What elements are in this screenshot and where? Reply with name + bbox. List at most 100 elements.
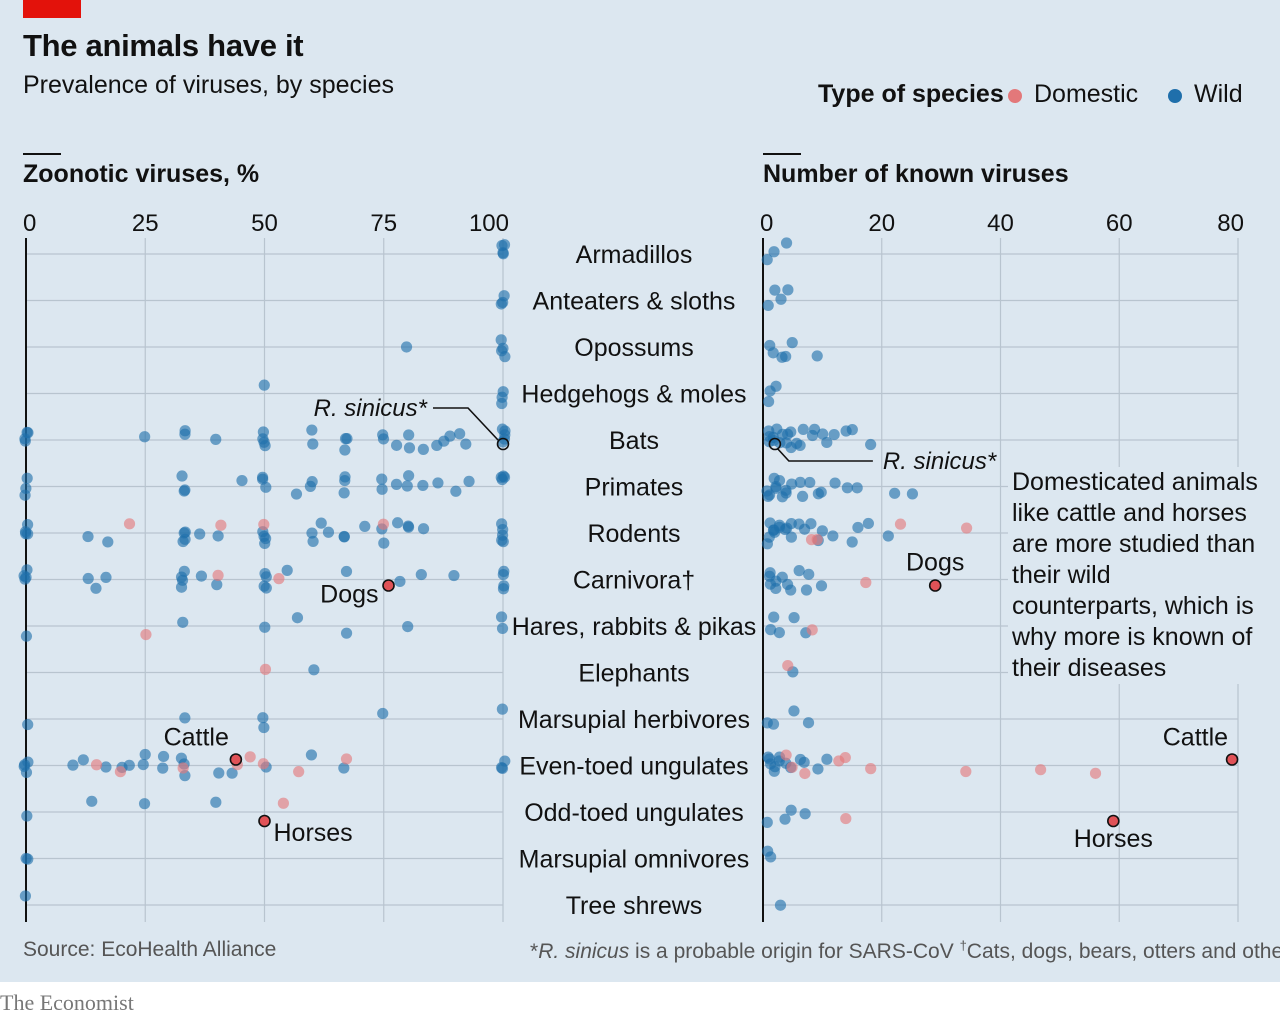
highlight-point	[1107, 814, 1120, 828]
domestic-species-dot	[806, 624, 818, 636]
wild-species-dot	[315, 517, 327, 529]
domestic-species-dot	[140, 628, 152, 641]
domestic-species-dot	[960, 765, 972, 778]
wild-species-dot	[454, 428, 466, 440]
highlight-point	[258, 814, 271, 828]
legend-domestic-label: Domestic	[1034, 80, 1139, 108]
wild-species-dot	[377, 707, 389, 720]
wild-species-dot	[765, 624, 777, 636]
category-label: Bats	[609, 427, 659, 455]
wild-species-dot	[392, 517, 404, 529]
category-label: Odd-toed ungulates	[524, 799, 744, 827]
wild-species-dot	[19, 489, 31, 501]
wild-species-dot	[827, 530, 839, 542]
wild-species-dot	[498, 580, 510, 592]
x-tick-label: 50	[251, 210, 278, 237]
category-label: Armadillos	[576, 241, 693, 269]
highlight-point	[496, 437, 510, 451]
wild-species-dot	[290, 488, 303, 500]
wild-species-dot	[77, 754, 89, 766]
wild-species-dot	[812, 763, 824, 775]
wild-species-dot	[86, 795, 98, 807]
legend-wild-label: Wild	[1194, 80, 1243, 108]
wild-species-dot	[403, 429, 415, 441]
wild-species-dot	[775, 293, 787, 305]
highlight-label: Horses	[1074, 825, 1153, 853]
legend-title: Type of species	[818, 80, 1004, 108]
wild-species-dot	[761, 816, 773, 828]
wild-species-dot	[21, 519, 34, 531]
domestic-species-dot	[799, 767, 811, 780]
wild-species-dot	[852, 521, 864, 534]
x-tick-label: 40	[987, 210, 1014, 237]
domestic-species-dot	[377, 518, 390, 530]
wild-species-dot	[139, 431, 151, 443]
wild-species-dot	[791, 437, 803, 449]
wild-species-dot	[786, 337, 798, 349]
wild-species-dot	[415, 568, 427, 581]
x-tick-label: 75	[370, 210, 397, 237]
wild-species-dot	[139, 748, 151, 761]
x-tick-label: 0	[760, 210, 773, 237]
x-tick-label: 60	[1106, 210, 1133, 237]
wild-species-dot	[378, 537, 390, 549]
wild-species-dot	[444, 430, 456, 442]
wild-species-dot	[257, 433, 269, 445]
wild-species-dot	[210, 796, 222, 808]
wild-species-dot	[20, 528, 32, 540]
wild-species-dot	[496, 391, 508, 403]
wild-species-dot	[780, 350, 792, 363]
highlight-point	[1225, 753, 1239, 766]
economist-logo: The Economist	[0, 990, 134, 1015]
wild-species-dot	[786, 478, 798, 490]
domestic-species-dot	[839, 751, 851, 764]
wild-species-dot	[497, 536, 509, 548]
wild-species-dot	[780, 237, 793, 249]
category-label: Hares, rabbits & pikas	[512, 613, 757, 641]
wild-species-dot	[767, 347, 779, 359]
highlight-point	[928, 579, 942, 592]
wild-species-dot	[803, 568, 815, 580]
wild-species-dot	[782, 284, 794, 296]
domestic-species-dot	[1034, 764, 1047, 776]
wild-species-dot	[394, 575, 406, 588]
wild-species-dot	[257, 712, 269, 724]
wild-species-dot	[785, 426, 797, 438]
wild-species-dot	[773, 626, 785, 639]
wild-species-dot	[829, 477, 841, 489]
category-label: Elephants	[578, 660, 689, 688]
wild-species-dot	[157, 762, 169, 774]
wild-species-dot	[157, 750, 170, 763]
wild-species-dot	[226, 767, 238, 779]
wild-species-dot	[889, 487, 901, 499]
wild-species-dot	[761, 485, 773, 497]
domestic-species-dot	[786, 761, 798, 773]
wild-species-dot	[256, 471, 269, 483]
domestic-species-dot	[215, 519, 227, 531]
wild-species-dot	[258, 379, 270, 391]
wild-species-dot	[498, 239, 511, 251]
wild-species-dot	[376, 473, 388, 485]
wild-species-dot	[495, 298, 507, 310]
wild-species-dot	[798, 756, 810, 768]
footnotes: *R. sinicus is a probable origin for SAR…	[530, 938, 1280, 964]
highlight-label: Cattle	[1163, 724, 1228, 752]
wild-species-dot	[341, 433, 353, 445]
wild-species-dot	[882, 530, 894, 542]
wild-species-dot	[496, 622, 509, 635]
wild-species-dot	[828, 428, 840, 441]
wild-species-dot	[768, 246, 780, 258]
domestic-species-dot	[780, 749, 792, 761]
highlight-leader-line	[777, 448, 873, 462]
category-label: Marsupial omnivores	[519, 846, 750, 874]
wild-species-dot	[906, 488, 919, 500]
highlight-label: Dogs	[906, 549, 964, 577]
brand-red-bar	[23, 0, 81, 18]
category-label: Hedgehogs & moles	[521, 381, 746, 409]
wild-species-dot	[774, 899, 787, 911]
wild-species-dot	[179, 484, 191, 496]
wild-species-dot	[499, 425, 511, 437]
wild-species-dot	[175, 752, 188, 764]
wild-species-dot	[761, 538, 773, 550]
domestic-species-dot	[177, 762, 189, 774]
